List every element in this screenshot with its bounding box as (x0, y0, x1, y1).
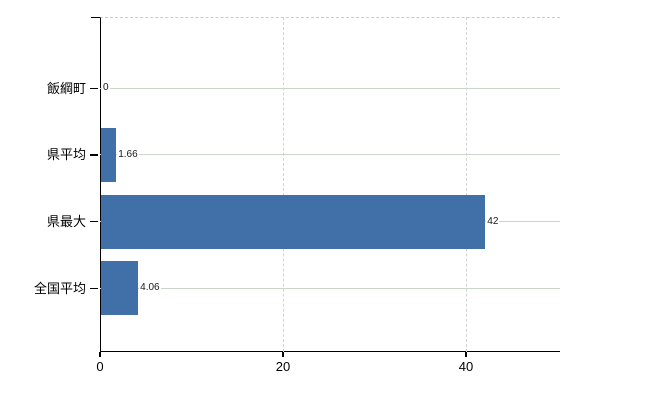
vertical-gridline (466, 17, 467, 352)
category-tick (90, 154, 98, 156)
category-label: 飯綱町 (46, 80, 86, 96)
x-tick-label: 20 (275, 359, 291, 374)
x-axis-tick (465, 352, 467, 357)
horizontal-gridline (100, 287, 560, 289)
x-axis-tick (282, 352, 284, 357)
horizontal-gridline (100, 154, 560, 156)
x-tick-label: 0 (96, 359, 104, 374)
x-axis-tick (99, 352, 101, 357)
vertical-gridline (283, 17, 284, 352)
plot-area (100, 17, 560, 352)
category-label: 県最大 (46, 214, 86, 230)
x-tick-label: 40 (458, 359, 474, 374)
category-label: 県平均 (46, 147, 86, 163)
value-label: 42 (486, 215, 500, 228)
bar (101, 127, 117, 182)
value-label: 0 (102, 82, 110, 95)
bar (101, 194, 486, 249)
axis-top-tick (91, 16, 100, 18)
category-tick (90, 220, 98, 223)
category-tick (90, 287, 98, 289)
bar (101, 261, 139, 316)
category-tick (90, 87, 98, 90)
horizontal-gridline (100, 87, 560, 89)
value-label: 1.66 (117, 148, 139, 161)
value-label: 4.06 (139, 282, 161, 295)
category-label: 全国平均 (33, 280, 86, 296)
